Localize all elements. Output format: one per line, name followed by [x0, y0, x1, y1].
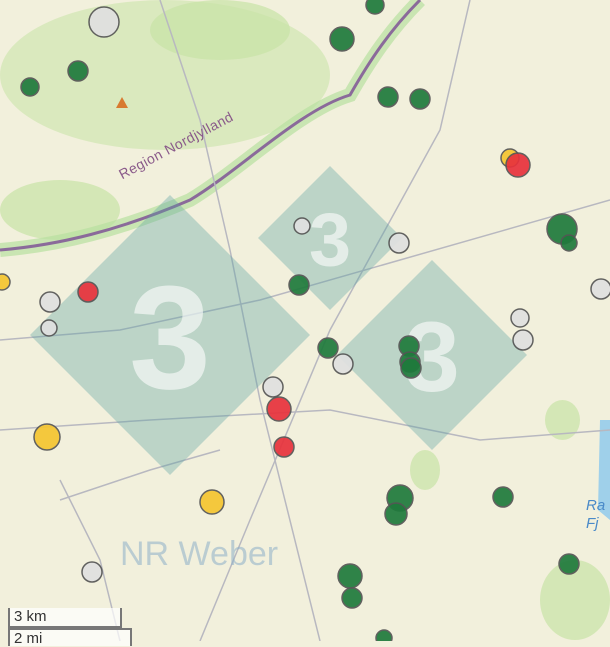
watermark-digit: 3	[129, 256, 211, 420]
watermark-text: NR Weber	[120, 535, 279, 573]
map-marker-grey[interactable]	[388, 232, 410, 254]
map-marker-grey[interactable]	[510, 308, 530, 328]
watermark-diamond	[30, 195, 310, 475]
watermark-diamond	[337, 260, 527, 450]
map-marker-grey[interactable]	[512, 329, 534, 351]
road	[0, 199, 610, 341]
forest-area	[545, 400, 580, 440]
map-marker-green[interactable]	[341, 587, 363, 609]
map-marker-grey[interactable]	[88, 6, 120, 38]
map-marker-green[interactable]	[317, 337, 339, 359]
map-marker-green[interactable]	[365, 0, 385, 15]
map-marker-green[interactable]	[20, 77, 40, 97]
road	[159, 0, 321, 641]
road	[59, 449, 221, 501]
forest-area	[0, 180, 120, 240]
map-marker-green[interactable]	[558, 553, 580, 575]
map-marker-grey[interactable]	[590, 278, 610, 300]
map-marker-green[interactable]	[384, 502, 408, 526]
map-marker-red[interactable]	[266, 396, 292, 422]
map-marker-grey[interactable]	[81, 561, 103, 583]
watermark-diamond	[258, 166, 402, 310]
map-marker-grey[interactable]	[40, 319, 58, 337]
map-marker-yellow[interactable]	[199, 489, 225, 515]
region-border	[0, 0, 422, 252]
map-marker-green[interactable]	[329, 26, 355, 52]
map-marker-green[interactable]	[492, 486, 514, 508]
map-marker-yellow[interactable]	[0, 273, 11, 291]
forest-area	[540, 560, 610, 640]
triangle-marker-icon	[116, 97, 128, 108]
water-label: Fj	[586, 515, 599, 532]
map-marker-green[interactable]	[288, 274, 310, 296]
forest-area	[150, 0, 290, 60]
road	[199, 0, 471, 641]
map-marker-green[interactable]	[375, 629, 393, 641]
scale-bar-metric: 3 km	[8, 608, 122, 628]
scale-bar-imperial: 2 mi	[8, 628, 132, 647]
map-marker-green[interactable]	[337, 563, 363, 589]
map-marker-red[interactable]	[505, 152, 531, 178]
map-marker-grey[interactable]	[262, 376, 284, 398]
map-marker-yellow[interactable]	[33, 423, 61, 451]
map-marker-grey[interactable]	[39, 291, 61, 313]
map-marker-red[interactable]	[273, 436, 295, 458]
map-marker-green[interactable]	[400, 357, 422, 379]
water-area	[598, 420, 610, 520]
map-marker-green[interactable]	[377, 86, 399, 108]
map-marker-red[interactable]	[77, 281, 99, 303]
watermark-digit: 3	[309, 198, 351, 282]
forest-area	[410, 450, 440, 490]
map-marker-green[interactable]	[409, 88, 431, 110]
map-marker-grey[interactable]	[332, 353, 354, 375]
watermark-logo: 333	[30, 166, 527, 475]
road	[0, 409, 610, 441]
map-marker-grey[interactable]	[293, 217, 311, 235]
map-marker-green[interactable]	[560, 234, 578, 252]
water-label: Ra	[586, 497, 606, 514]
map-marker-green[interactable]	[67, 60, 89, 82]
